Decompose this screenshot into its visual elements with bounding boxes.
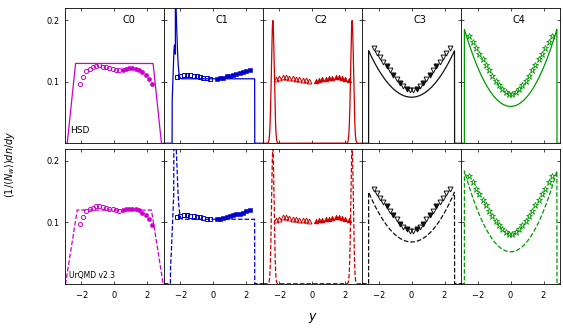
Text: C0: C0 xyxy=(122,15,135,25)
Text: HSD: HSD xyxy=(70,126,89,135)
Text: C4: C4 xyxy=(513,15,525,25)
Text: C3: C3 xyxy=(414,15,426,25)
Text: C2: C2 xyxy=(315,15,328,25)
Text: UrQMD v2.3: UrQMD v2.3 xyxy=(69,271,115,280)
Text: C1: C1 xyxy=(216,15,228,25)
Text: $(1/\langle N_w\rangle)dn/dy$: $(1/\langle N_w\rangle)dn/dy$ xyxy=(3,130,17,198)
Text: y: y xyxy=(309,310,316,323)
